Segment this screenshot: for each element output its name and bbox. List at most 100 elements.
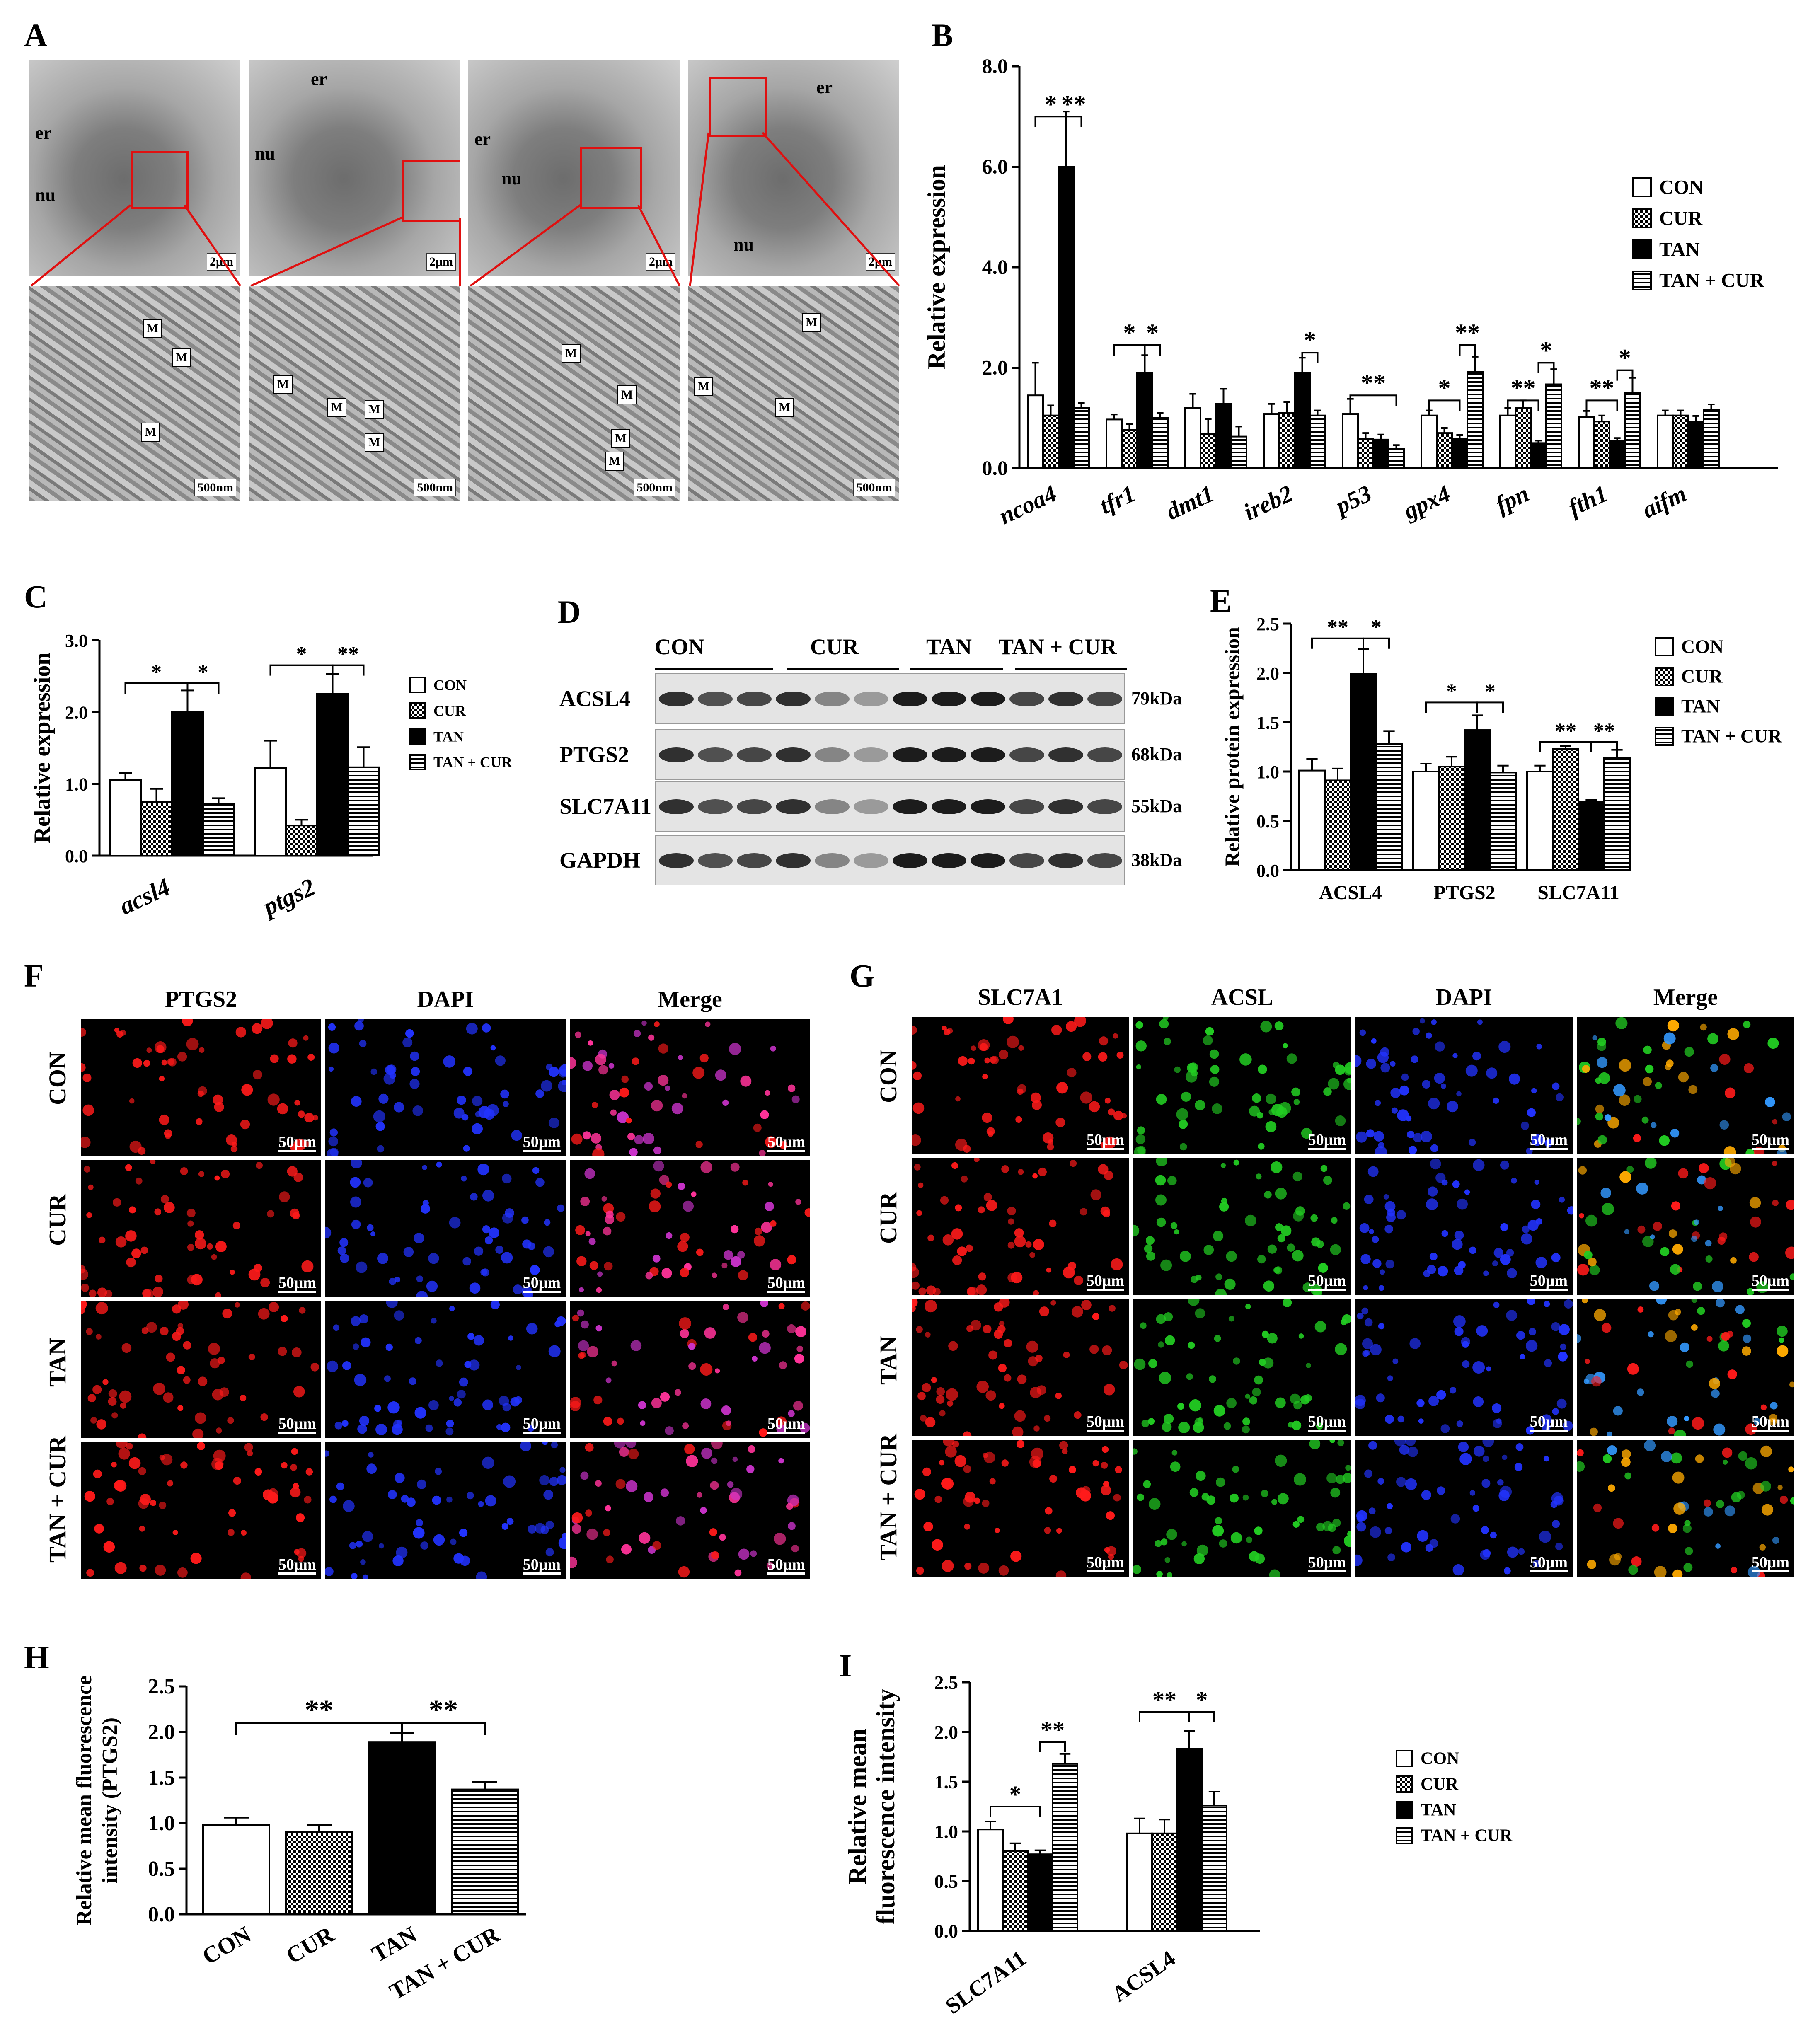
significance-star: ** — [429, 1694, 458, 1726]
legend-label: CUR — [1659, 207, 1703, 229]
scale-bar: 50μm — [1086, 1414, 1124, 1432]
x-tick-label: aifm — [1638, 480, 1691, 523]
panel-letter-g: G — [850, 958, 875, 994]
bar — [1215, 403, 1232, 469]
y-tick-label: 0.5 — [934, 1871, 958, 1892]
panel-letter-d: D — [557, 594, 581, 630]
bar — [171, 711, 204, 856]
bar — [1372, 438, 1389, 469]
tem-image-tancur-high: M M M 500nm — [688, 286, 899, 501]
tem-image-con-low: er nu 2μm — [29, 60, 240, 276]
significance-star: * — [1446, 680, 1457, 703]
g-image: 50μm — [1355, 1299, 1573, 1436]
wb-band — [1087, 853, 1122, 868]
wb-band — [776, 853, 811, 868]
bar — [977, 1829, 1004, 1932]
bar — [347, 766, 380, 856]
y-tick-label: 2.0 — [982, 356, 1008, 379]
g-column-header: ACSL — [1211, 985, 1273, 1010]
wb-band — [1009, 692, 1044, 706]
f-image: 50μm — [570, 1019, 810, 1156]
f-image: 50μm — [81, 1301, 321, 1438]
wb-band — [893, 799, 927, 814]
wb-band — [698, 692, 733, 706]
tem-image-con-high: M M M 500nm — [29, 286, 240, 501]
wb-band — [698, 799, 733, 814]
scale-bar: 50μm — [767, 1275, 805, 1293]
zoom-lines — [30, 132, 900, 287]
bar — [1121, 429, 1138, 469]
bar — [1545, 383, 1562, 469]
f-image: 50μm — [325, 1019, 566, 1156]
wb-band — [932, 692, 966, 706]
f-column-header: Merge — [658, 987, 722, 1012]
significance-bracket — [1188, 1711, 1215, 1722]
significance-bracket — [1301, 352, 1319, 363]
significance-star: ** — [1361, 369, 1386, 397]
wb-band — [659, 799, 694, 814]
y-tick-label: 1.0 — [148, 1812, 175, 1835]
wb-group-tan: TAN — [926, 634, 972, 659]
significance-star: ** — [305, 1694, 334, 1726]
wb-band — [776, 747, 811, 762]
wb-band — [815, 799, 850, 814]
significance-star: ** — [337, 643, 359, 666]
bar — [451, 1788, 519, 1915]
scale-bar: 50μm — [1530, 1414, 1568, 1432]
wb-blot-strip — [655, 673, 1125, 724]
wb-band — [659, 747, 694, 762]
g-column-header: SLC7A1 — [978, 985, 1063, 1010]
wb-band — [854, 747, 888, 762]
bar — [1421, 414, 1438, 469]
scale-bar: 50μm — [1308, 1273, 1346, 1291]
wb-band — [932, 799, 966, 814]
significance-bracket — [269, 664, 334, 676]
wb-band — [815, 692, 850, 706]
scale-bar: 2μm — [426, 253, 456, 271]
wb-kda-label: 79kDa — [1131, 688, 1182, 709]
significance-bracket — [1425, 701, 1478, 713]
wb-band — [698, 853, 733, 868]
bar — [1058, 166, 1075, 469]
scale-bar: 50μm — [1086, 1132, 1124, 1150]
significance-bracket — [1349, 394, 1397, 406]
scale-bar: 50μm — [1308, 1132, 1346, 1150]
bar — [1002, 1850, 1029, 1932]
bar — [1467, 371, 1484, 469]
f-image: 50μm — [325, 1301, 566, 1438]
scale-bar: 50μm — [1751, 1132, 1789, 1150]
scale-bar: 50μm — [523, 1416, 561, 1434]
bar — [1464, 729, 1491, 871]
legend-label: CUR — [1681, 666, 1723, 687]
significance-star: * — [1619, 344, 1631, 372]
bar — [1027, 394, 1044, 469]
legend-swatch — [1655, 697, 1674, 716]
significance-star: * — [1485, 680, 1496, 703]
nu-label: nu — [35, 185, 56, 205]
mito-label: M — [327, 398, 346, 417]
mito-label: M — [617, 385, 637, 404]
bar — [316, 693, 349, 856]
y-tick-label: 1.5 — [934, 1771, 958, 1792]
x-tick-label: acsl4 — [115, 873, 174, 920]
wb-band — [737, 747, 772, 762]
legend-label: TAN — [1681, 696, 1720, 717]
significance-bracket — [1139, 1711, 1190, 1722]
g-image: 50μm — [1577, 1158, 1794, 1295]
significance-star: * — [1009, 1781, 1021, 1808]
x-tick-label: TAN — [368, 1922, 421, 1968]
mito-label: M — [365, 400, 384, 419]
significance-star: ** — [1555, 719, 1576, 743]
f-column-header: PTGS2 — [165, 987, 237, 1012]
wb-band — [698, 747, 733, 762]
significance-bracket — [1363, 637, 1390, 649]
wb-blot-strip — [655, 781, 1125, 832]
y-tick-label: 0.5 — [1256, 811, 1279, 832]
significance-bracket — [1616, 369, 1634, 381]
bar — [1136, 372, 1153, 469]
bar — [1388, 448, 1405, 469]
bar — [1200, 433, 1217, 469]
bar — [1152, 417, 1169, 469]
wb-protein-label: SLC7A11 — [559, 794, 652, 819]
g-image: 50μm — [1355, 1440, 1573, 1577]
